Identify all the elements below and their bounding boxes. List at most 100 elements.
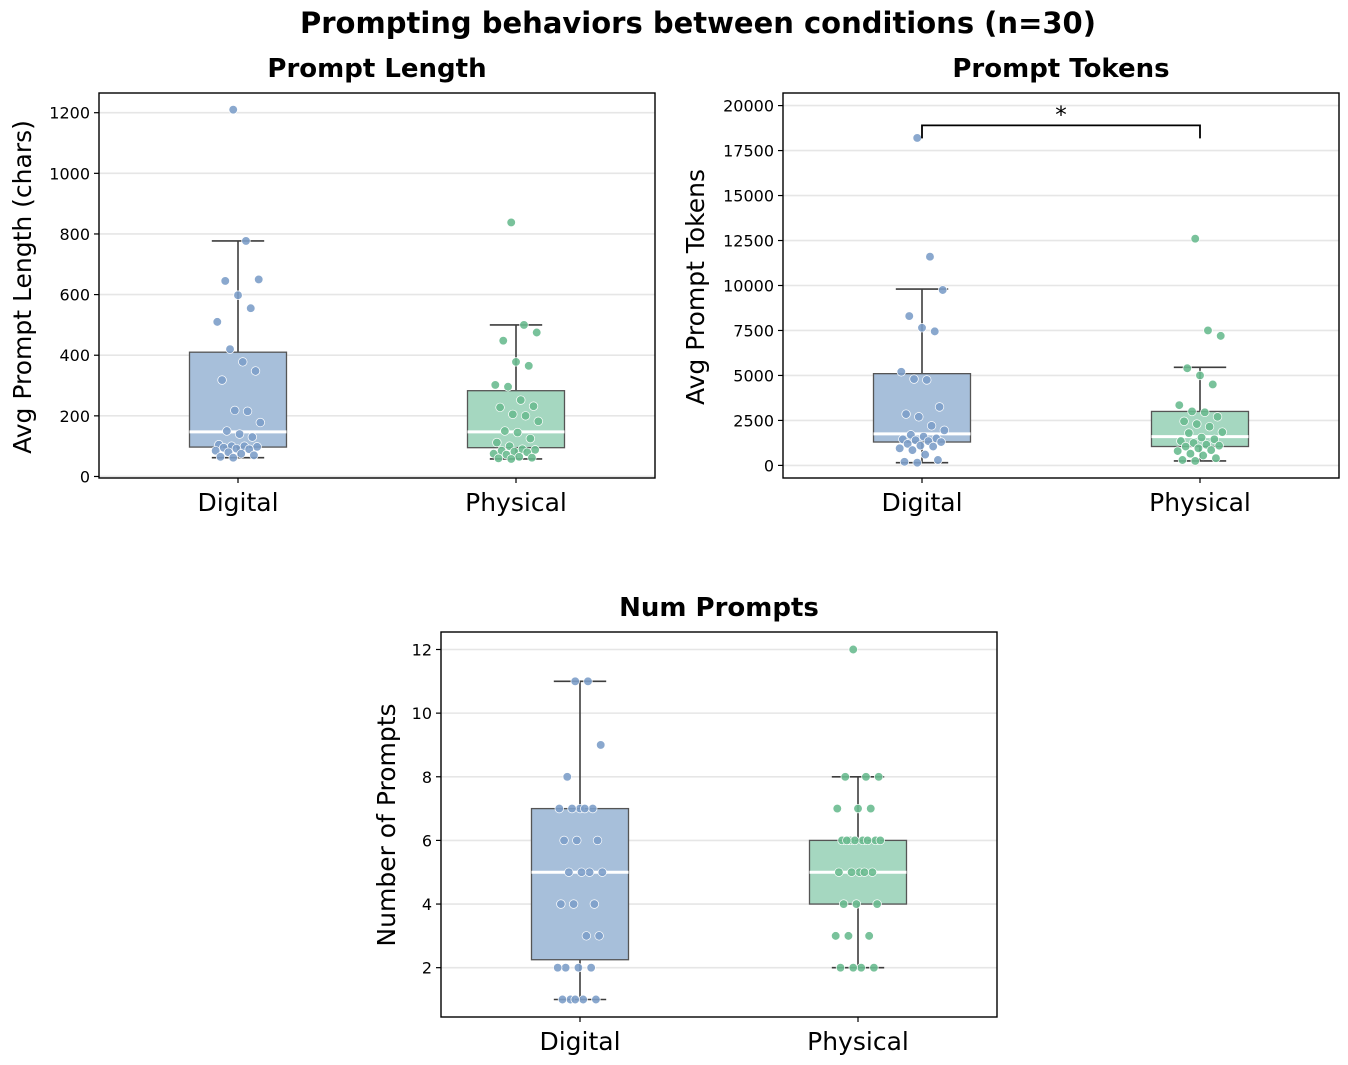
y-tick-label: 800 [59, 225, 90, 244]
data-point [568, 899, 579, 909]
data-point [508, 409, 518, 419]
data-point [861, 772, 871, 782]
y-tick-label: 12500 [723, 232, 774, 251]
data-point [220, 276, 230, 286]
data-point [904, 311, 914, 321]
x-tick-label: Digital [539, 1027, 620, 1056]
data-point [249, 450, 259, 460]
y-axis-label: Avg Prompt Tokens [681, 169, 710, 405]
data-point [225, 344, 235, 354]
data-point [912, 133, 922, 143]
data-point [524, 361, 534, 371]
data-point [1187, 406, 1197, 417]
data-point [519, 320, 529, 330]
data-point [527, 453, 537, 463]
data-point [533, 416, 543, 426]
data-point [834, 867, 844, 877]
data-point [1212, 412, 1223, 422]
y-tick-label: 10 [412, 704, 432, 723]
panel-title: Num Prompts [619, 593, 819, 623]
data-point [1209, 434, 1219, 444]
data-point [1198, 450, 1208, 461]
data-point [1177, 455, 1188, 465]
data-point [576, 867, 587, 877]
y-tick-label: 2 [422, 959, 432, 978]
data-point [495, 402, 505, 413]
box-digital [530, 807, 630, 961]
data-point [1184, 428, 1194, 438]
data-point [1208, 379, 1218, 390]
data-point [572, 835, 582, 846]
data-point [930, 326, 940, 337]
data-point [835, 963, 846, 973]
data-point [869, 963, 879, 973]
y-tick-label: 8 [422, 768, 432, 787]
data-point [859, 867, 870, 877]
data-point [846, 867, 857, 877]
x-tick-label: Digital [197, 488, 278, 517]
data-point [584, 867, 595, 877]
y-tick-label: 20000 [723, 97, 774, 116]
data-point [594, 931, 604, 941]
y-tick-label: 6 [422, 831, 432, 850]
data-point [233, 290, 243, 300]
y-tick-label: 4 [422, 895, 432, 914]
data-point [928, 441, 938, 452]
data-point [917, 323, 927, 333]
x-tick-label: Physical [1149, 488, 1251, 517]
data-point [228, 453, 238, 463]
data-point [254, 274, 264, 285]
data-point [516, 395, 526, 405]
data-point [901, 409, 911, 419]
data-point [862, 835, 873, 846]
data-point [848, 963, 858, 973]
data-point [532, 327, 542, 338]
data-point [514, 452, 524, 462]
data-point [500, 426, 510, 436]
data-point [848, 644, 858, 655]
data-point [570, 676, 580, 686]
panel-num-prompts: Num Prompts Number of Prompts 2 4 6 8 10 12 Di… [372, 593, 998, 1056]
plot-area: 0 2500 5000 7500 10000 12500 15000 17500 20000 Di… [723, 92, 1340, 517]
data-point [925, 252, 935, 262]
data-point [567, 803, 577, 814]
plot-area: 2 4 6 8 10 12 Digital Physical [412, 631, 998, 1056]
panel-title: Prompt Tokens [952, 54, 1169, 84]
axes-frame [440, 631, 998, 1018]
data-point [1179, 416, 1189, 426]
data-point [1204, 422, 1215, 432]
data-point [556, 899, 566, 909]
data-point [864, 931, 874, 941]
data-point [506, 454, 516, 464]
data-point [912, 458, 922, 468]
data-point [914, 412, 924, 422]
data-point [915, 440, 926, 451]
data-point [1200, 407, 1210, 417]
data-point [492, 437, 502, 448]
data-point [580, 803, 590, 814]
data-point [562, 772, 572, 782]
data-point [511, 357, 521, 367]
data-point [842, 835, 852, 846]
data-point [840, 772, 850, 782]
data-point [530, 445, 540, 455]
data-point [850, 835, 860, 846]
data-point [1174, 400, 1184, 410]
data-point [589, 899, 599, 909]
panel-prompt-tokens: Prompt Tokens Avg Prompt Tokens 0 2500 500… [681, 54, 1340, 517]
data-point [1181, 441, 1191, 452]
data-point [242, 406, 253, 416]
data-point [211, 446, 221, 456]
data-point [228, 105, 238, 115]
data-point [503, 382, 513, 392]
data-point [559, 835, 569, 846]
data-point [903, 439, 913, 449]
y-tick-label: 2500 [733, 411, 774, 430]
data-point [1203, 325, 1213, 336]
data-point [1182, 363, 1192, 373]
data-point [1216, 331, 1226, 341]
data-point [241, 236, 251, 246]
data-point [255, 417, 265, 428]
data-point [1190, 456, 1200, 466]
